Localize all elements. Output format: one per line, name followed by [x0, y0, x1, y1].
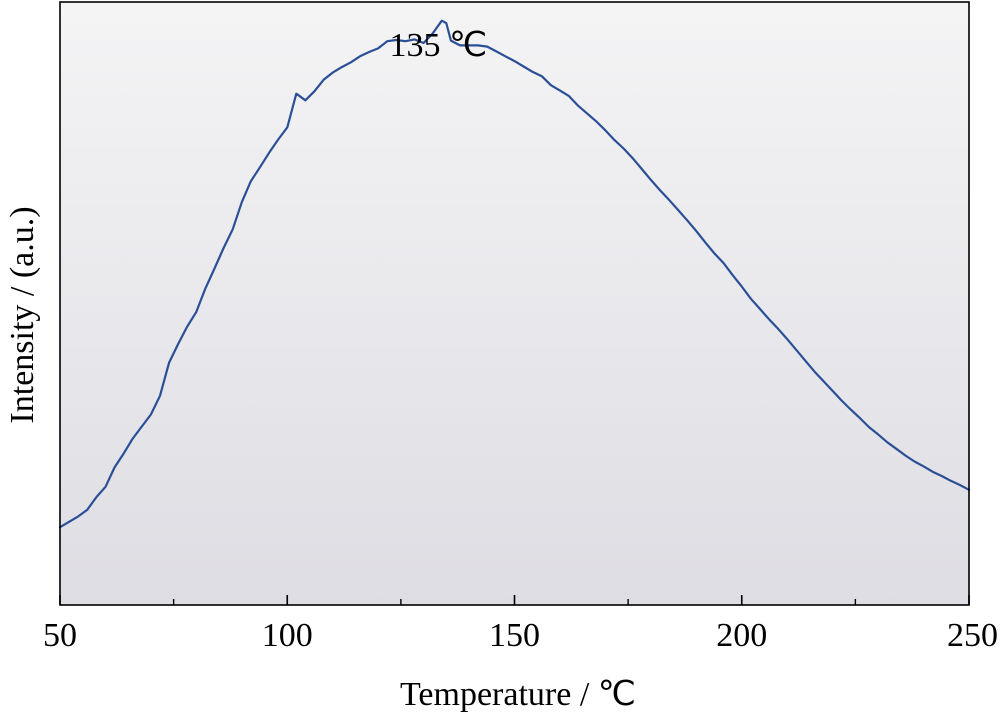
x-tick-label: 150 [489, 617, 540, 654]
y-axis-title: Intensity / (a.u.) [4, 206, 41, 423]
series-line [58, 19, 971, 529]
x-axis-title: Temperature / ℃ [400, 676, 636, 713]
x-tick-labels: 50 100 150 200 250 [43, 617, 998, 654]
plot-frame [59, 1, 970, 606]
peak-annotation: 135 ℃ [389, 27, 487, 64]
x-tick-label: 250 [947, 617, 998, 654]
x-tick-label: 50 [43, 617, 77, 654]
x-tick-label: 100 [262, 617, 313, 654]
x-tick-label: 200 [716, 617, 767, 654]
plot-area [60, 2, 969, 605]
